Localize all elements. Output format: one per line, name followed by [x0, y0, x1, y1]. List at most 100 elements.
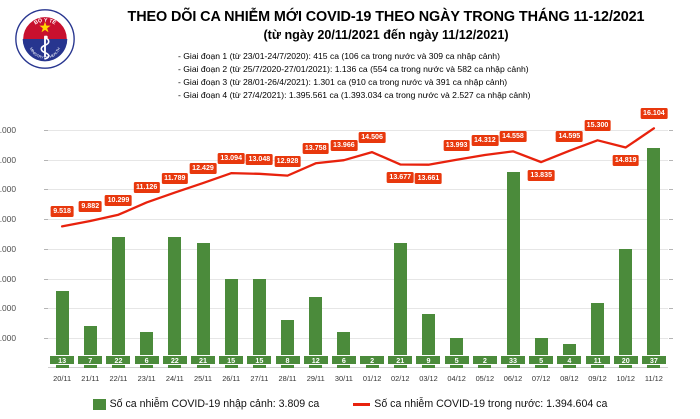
line-value-label: 12.429: [189, 163, 217, 175]
bar-value-label: 15: [218, 355, 245, 365]
line-value-label: 13.993: [443, 139, 470, 151]
x-axis-tick-10-12: 10/12: [616, 374, 635, 383]
bar-value-label: 7: [77, 355, 104, 365]
y-axis-left-tickmark: [44, 129, 48, 131]
bar-value-label: 6: [330, 355, 357, 365]
x-axis-tick-11-12: 11/12: [644, 374, 663, 383]
y-axis-left-tick: 12.000: [0, 184, 16, 195]
legend-item-domestic[interactable]: Số ca nhiễm COVID-19 trong nước: 1.394.6…: [353, 398, 607, 410]
legend-item-imported[interactable]: Số ca nhiễm COVID-19 nhập cảnh: 3.809 ca: [92, 398, 320, 410]
x-axis-tick-05-12: 05/12: [475, 374, 495, 383]
bar-value-label: 12: [302, 355, 329, 365]
x-axis-tick-26-11: 26/11: [222, 374, 241, 383]
line-value-label: 14.312: [471, 135, 499, 147]
bar-09-12[interactable]: [591, 302, 605, 368]
y-axis-left-tickmark: [44, 338, 48, 340]
bar-value-label: 11: [584, 355, 611, 365]
bar-25-11[interactable]: [196, 243, 210, 368]
line-series-domestic: 9.518 9.882 10.299 11.126 11.789 12.429 13.094…: [48, 108, 668, 368]
bar-22-11[interactable]: [111, 237, 125, 368]
x-axis-baseline: [48, 367, 668, 368]
stage-line-4: - Giai đoạn 4 (từ 27/4/2021): 1.395.561 …: [178, 90, 531, 101]
bar-value-label: 21: [190, 355, 216, 365]
x-axis-tick-07-12: 07/12: [531, 374, 551, 383]
y-axis-left-tick: 14.000: [0, 154, 16, 165]
gridline: [48, 129, 668, 131]
x-axis-tick-09-12: 09/12: [588, 374, 607, 383]
bar-value-label: 2: [471, 355, 498, 365]
bar-value-label: 6: [133, 355, 160, 365]
bar-series-imported: 13 20/11 7 21/11 22 22/11 6 23/11 22 24/11 21 25/11…: [48, 118, 668, 383]
bar-20-11[interactable]: [55, 290, 69, 368]
x-axis-tick-08-12: 08/12: [560, 374, 579, 383]
line-value-label: 14.819: [612, 155, 640, 167]
bar-value-label: 37: [640, 355, 667, 365]
x-axis-tick-04-12: 04/12: [447, 374, 466, 383]
line-value-label: 14.506: [358, 132, 386, 144]
x-axis-tick-30-11: 30/11: [334, 374, 353, 383]
x-axis-tick-01-12: 01/12: [362, 374, 382, 383]
line-value-label: 13.048: [246, 153, 273, 165]
line-value-label: 13.758: [302, 143, 330, 155]
bar-26-11[interactable]: [224, 278, 238, 368]
page-title: THEO DÕI CA NHIỄM MỚI COVID-19 THEO NGÀY…: [127, 9, 645, 25]
line-value-label: 13.835: [527, 170, 555, 182]
line-value-label: 11.789: [161, 172, 188, 184]
legend-domestic-label: Số ca nhiễm COVID-19 trong nước: 1.394.6…: [374, 398, 608, 410]
bar-11-12[interactable]: [647, 147, 661, 368]
x-axis-tick-23-11: 23/11: [137, 374, 156, 383]
legend-imported-label: Số ca nhiễm COVID-19 nhập cảnh: 3.809 ca: [109, 398, 320, 410]
stage-line-3: - Giai đoạn 3 (từ 28/01-26/4/2021): 1.30…: [178, 77, 508, 88]
gridline: [48, 338, 668, 340]
bar-03-12[interactable]: [421, 314, 435, 368]
x-axis-tick-24-11: 24/11: [165, 374, 184, 383]
bar-value-label: 2: [359, 355, 386, 365]
y-axis-left-tick: 10.000: [0, 214, 16, 225]
y-axis-left-tickmark: [44, 159, 48, 161]
ministry-of-health-logo: BỘ Y TẾ MINISTRY OF HEALTH: [14, 8, 76, 70]
stage-line-1: - Giai đoạn 1 (từ 23/01-24/7/2020): 415 …: [178, 51, 500, 61]
legend-line-swatch-icon: [353, 402, 371, 406]
bar-10-12[interactable]: [619, 248, 633, 368]
line-value-label: 9.518: [50, 206, 74, 218]
bar-29-11[interactable]: [309, 296, 323, 368]
bar-06-12[interactable]: [506, 171, 520, 368]
x-axis-tick-02-12: 02/12: [391, 374, 410, 383]
y-axis-left-tick: 2.000: [0, 333, 16, 344]
line-value-label: 13.966: [330, 140, 358, 152]
bar-02-12[interactable]: [393, 243, 407, 368]
y-axis-left-tick: 6.000: [0, 273, 16, 284]
y-axis-left-tickmark: [44, 248, 48, 250]
bar-value-label: 22: [105, 355, 132, 365]
y-axis-left-tickmark: [44, 308, 48, 310]
x-axis-tick-03-12: 03/12: [419, 374, 438, 383]
y-axis-left-tickmark: [44, 278, 48, 280]
stage-line-2: - Giai đoạn 2 (từ 25/7/2020-27/01/2021):…: [178, 64, 529, 75]
line-value-label: 13.661: [415, 172, 442, 184]
gridline: [48, 189, 668, 191]
x-axis-tick-27-11: 27/11: [250, 374, 269, 383]
chart-area: 2.000 4.000 6.000 8.000 10.000 12.000 14.000 16…: [0, 104, 700, 390]
svg-text:BỘ Y TẾ: BỘ Y TẾ: [33, 16, 57, 27]
y-axis-right-tickmark: [669, 159, 673, 161]
line-value-label: 15.300: [584, 120, 611, 132]
line-value-label: 10.299: [105, 194, 132, 206]
y-axis-left-tick: 8.000: [0, 243, 16, 254]
bar-value-label: 5: [443, 355, 470, 365]
plot-region: 2.000 4.000 6.000 8.000 10.000 12.000 14.000 16…: [0, 108, 673, 383]
y-axis-left-tickmark: [44, 219, 48, 221]
line-value-label: 9.882: [78, 200, 102, 212]
x-axis-tick-25-11: 25/11: [194, 374, 212, 383]
x-axis-tick-06-12: 06/12: [503, 374, 523, 383]
x-axis-tick-28-11: 28/11: [278, 374, 297, 383]
gridline: [48, 248, 668, 250]
gridline: [48, 219, 668, 221]
chart-legend: Số ca nhiễm COVID-19 nhập cảnh: 3.809 ca…: [0, 392, 700, 416]
legend-bar-swatch-icon: [92, 398, 106, 410]
line-value-label: 16.104: [640, 108, 668, 120]
bar-value-label: 5: [528, 355, 555, 365]
x-axis-tick-22-11: 22/11: [109, 374, 128, 383]
bar-27-11[interactable]: [252, 278, 266, 368]
bar-24-11[interactable]: [168, 237, 182, 368]
bar-value-label: 20: [612, 355, 639, 365]
